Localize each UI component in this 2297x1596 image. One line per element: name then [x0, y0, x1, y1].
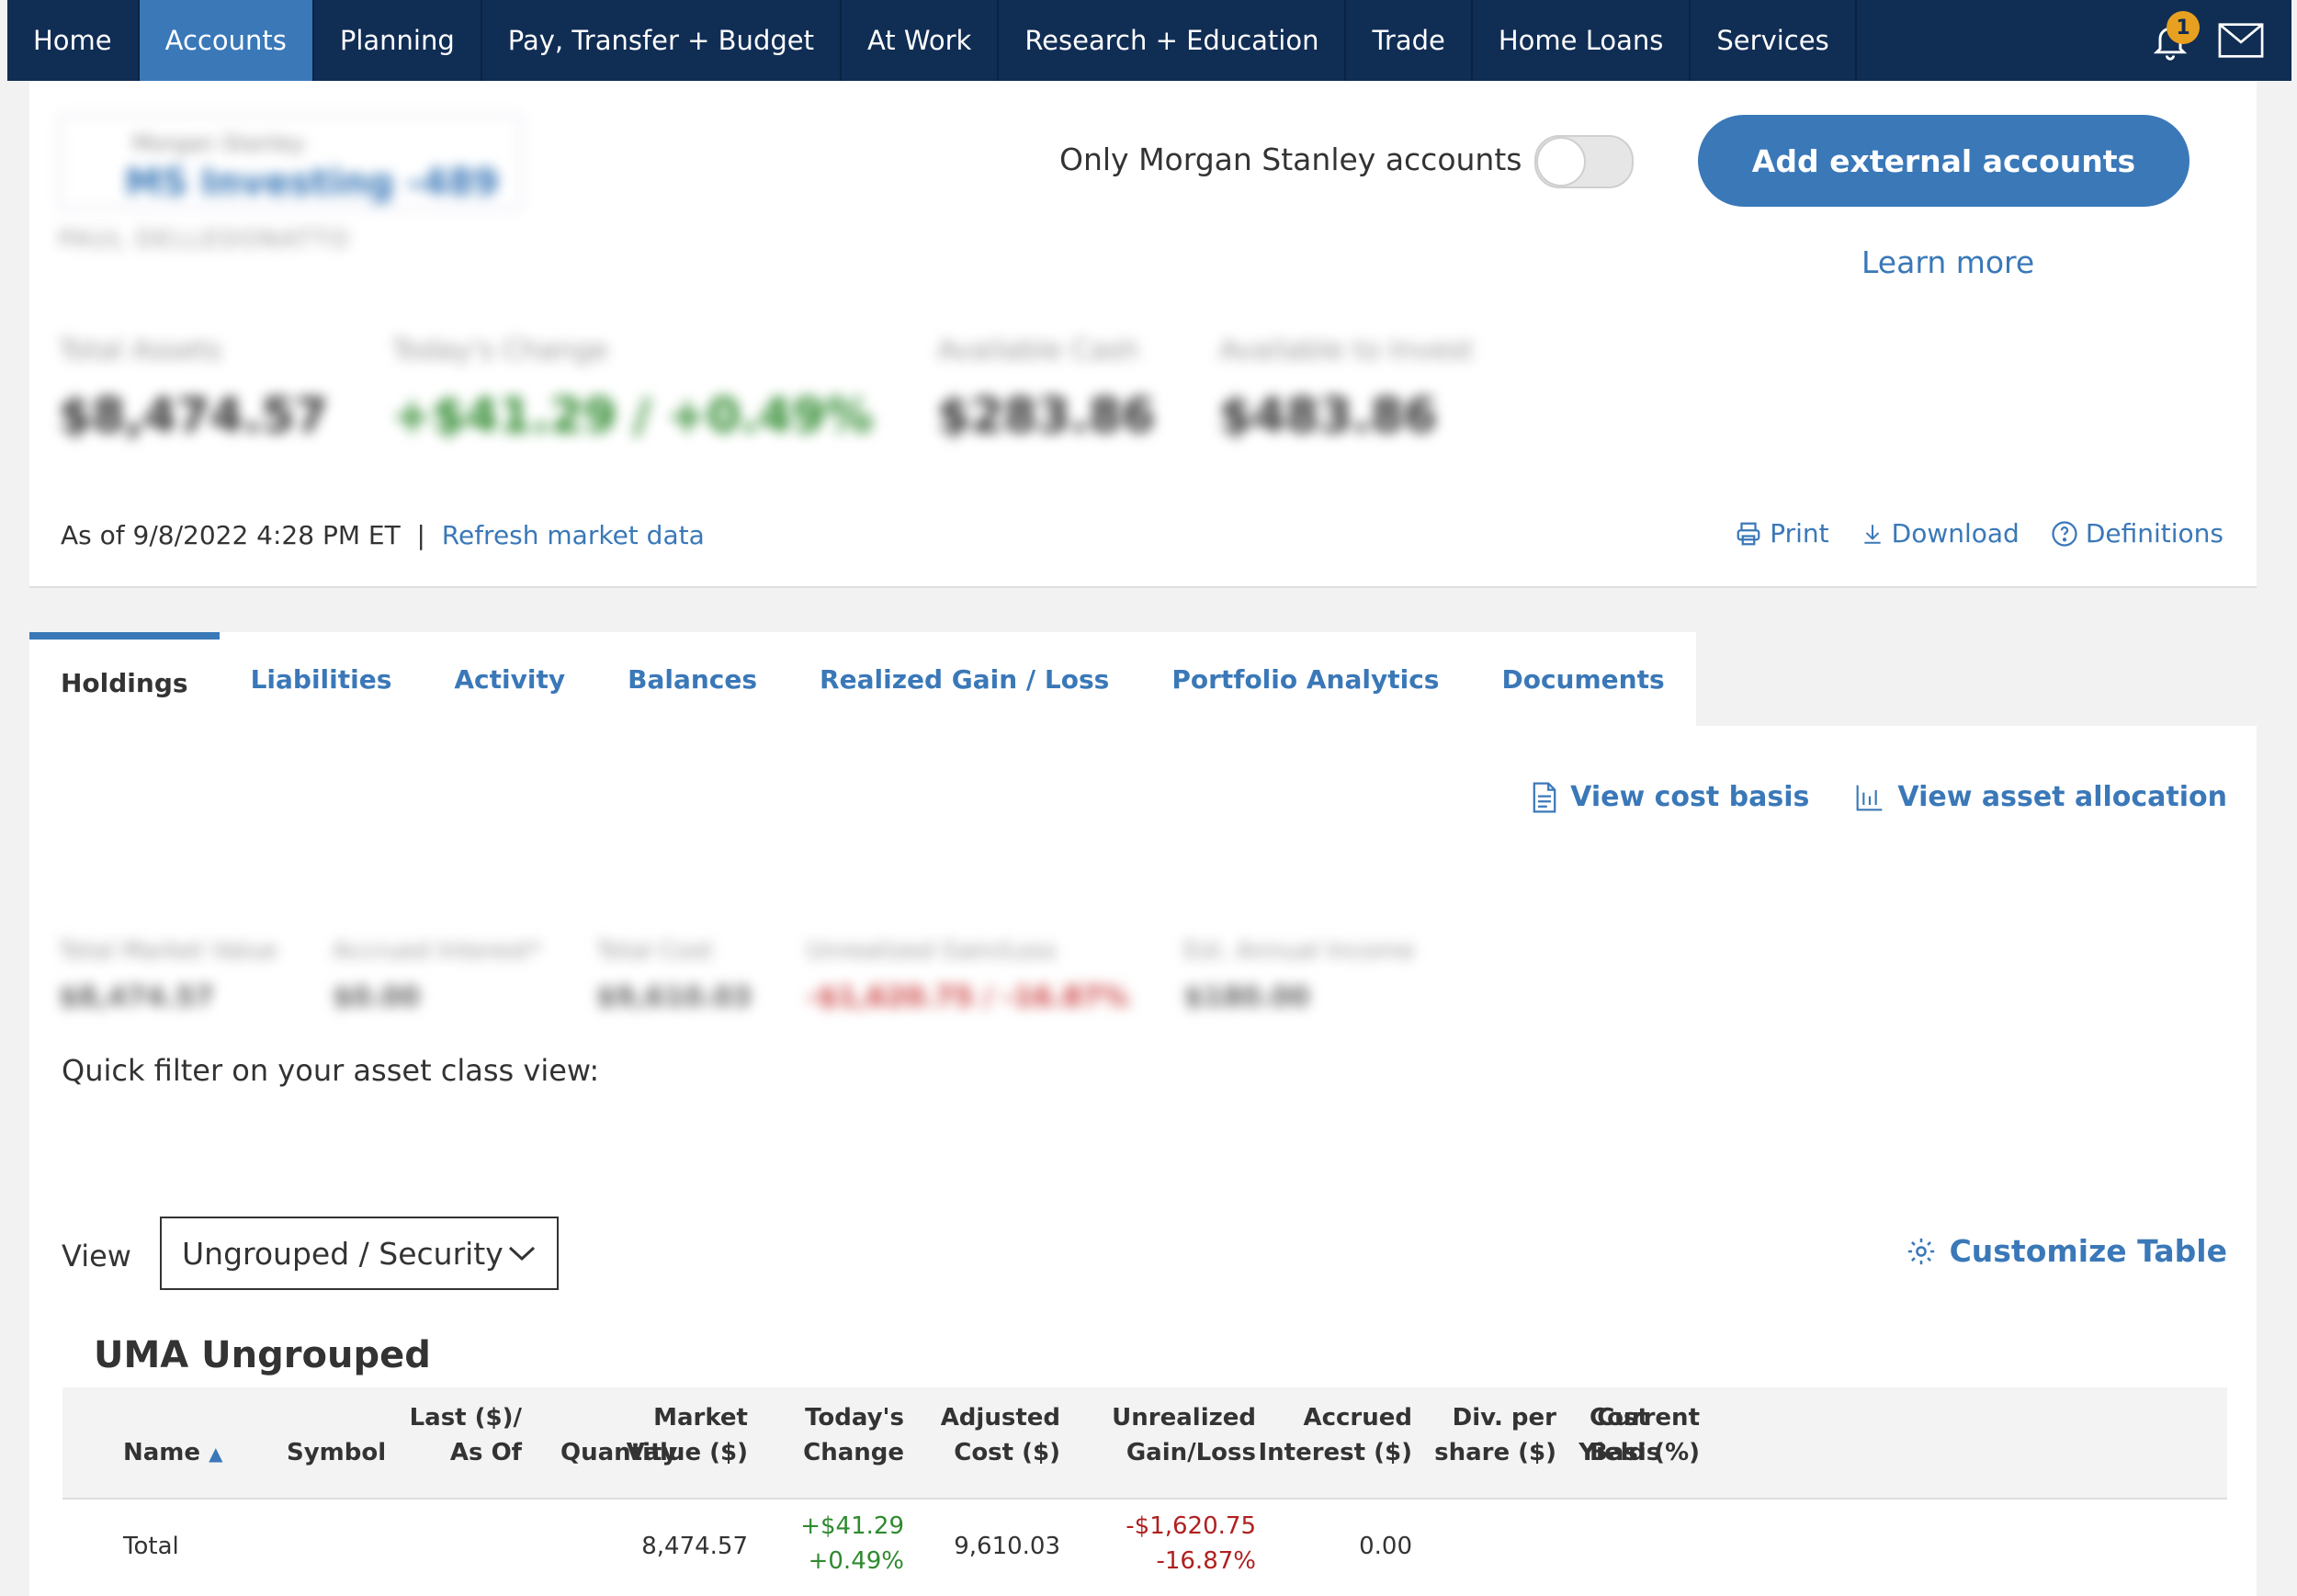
- sort-ascending-icon: ▲: [209, 1443, 223, 1465]
- print-button[interactable]: Print: [1735, 518, 1829, 549]
- definitions-button[interactable]: Definitions: [2051, 518, 2223, 549]
- printer-icon: [1737, 522, 1760, 545]
- gear-icon: [1907, 1238, 1934, 1264]
- page-tools: Print Download Definitions: [1735, 518, 2223, 549]
- col-adjusted-cost[interactable]: Adjusted Cost ($): [940, 1404, 1060, 1466]
- total-cost: Total Cost $9,610.03: [596, 937, 752, 1013]
- col-symbol[interactable]: Symbol: [287, 1439, 387, 1466]
- account-tabs: Holdings Liabilities Activity Balances R…: [29, 632, 1696, 726]
- total-label: Total: [123, 1533, 179, 1560]
- download-icon: [1863, 524, 1881, 544]
- account-owner: PAUL DELLEDONATTO: [59, 226, 350, 254]
- view-cost-basis-link[interactable]: View cost basis: [1532, 781, 1809, 813]
- total-gain-loss-cell: -$1,620.75 -16.87%: [1126, 1512, 1256, 1575]
- available-to-invest: Available to Invest $483.86: [1219, 334, 1474, 444]
- col-unrealized-gain-loss[interactable]: Unrealized Gain/Loss: [1112, 1404, 1256, 1466]
- col-div-per-share[interactable]: Div. per share ($): [1434, 1404, 1556, 1466]
- holdings-links: View cost basis View asset allocation: [1532, 781, 2227, 813]
- todays-change: Today's Change +$41.29 / +0.49%: [391, 334, 874, 444]
- learn-more-link[interactable]: Learn more: [1861, 244, 2035, 280]
- chevron-down-icon: [508, 1246, 536, 1262]
- notifications-button[interactable]: 1: [2150, 11, 2200, 61]
- help-circle-icon: [2052, 520, 2077, 547]
- col-accrued-interest[interactable]: Accrued Interest ($): [1258, 1404, 1412, 1466]
- nav-pay-transfer-budget[interactable]: Pay, Transfer + Budget: [482, 0, 842, 81]
- nav-research-education[interactable]: Research + Education: [999, 0, 1347, 81]
- account-firm: Morgan Stanley: [132, 130, 305, 156]
- holdings-metrics: Total Market Value $8,474.57 Accrued Inte…: [59, 937, 1415, 1013]
- nav-trade[interactable]: Trade: [1346, 0, 1473, 81]
- available-cash: Available Cash $283.86: [937, 334, 1156, 444]
- col-quantity[interactable]: Quantity: [560, 1439, 678, 1466]
- download-button[interactable]: Download: [1861, 518, 2020, 549]
- account-name: MS Investing -489: [125, 162, 499, 204]
- total-adjusted-cost-cell: 9,610.03: [954, 1533, 1060, 1560]
- top-nav: Home Accounts Planning Pay, Transfer + B…: [7, 0, 2291, 81]
- notification-badge: 1: [2167, 11, 2200, 44]
- tab-realized-gain-loss[interactable]: Realized Gain / Loss: [820, 663, 1110, 695]
- nav-at-work[interactable]: At Work: [842, 0, 1000, 81]
- customize-table-button[interactable]: Customize Table: [1906, 1233, 2227, 1269]
- holdings-panel: View cost basis View asset allocation To…: [29, 726, 2257, 1596]
- tab-liabilities[interactable]: Liabilities: [250, 663, 392, 695]
- nav-utilities: 1: [2150, 0, 2291, 81]
- view-asset-allocation-link[interactable]: View asset allocation: [1855, 781, 2227, 813]
- tab-holdings[interactable]: Holdings: [29, 632, 220, 726]
- total-todays-change-cell: +$41.29 +0.49%: [800, 1512, 904, 1575]
- col-name[interactable]: Name ▲: [123, 1439, 223, 1466]
- table-title: UMA Ungrouped: [94, 1334, 431, 1376]
- col-current-yield[interactable]: Current Yield (%): [1578, 1404, 1700, 1466]
- total-accrued-interest-cell: 0.00: [1359, 1533, 1412, 1560]
- as-of-timestamp: As of 9/8/2022 4:28 PM ET: [61, 520, 401, 550]
- refresh-market-data-link[interactable]: Refresh market data: [441, 520, 705, 550]
- toggle-knob: [1536, 137, 1586, 187]
- nav-accounts[interactable]: Accounts: [139, 0, 314, 81]
- tab-balances[interactable]: Balances: [628, 663, 758, 695]
- toggle-label: Only Morgan Stanley accounts: [1059, 141, 1522, 177]
- nav-home-loans[interactable]: Home Loans: [1473, 0, 1692, 81]
- account-selector[interactable]: Morgan Stanley MS Investing -489: [59, 114, 522, 209]
- col-todays-change[interactable]: Today's Change: [803, 1404, 904, 1466]
- est-annual-income: Est. Annual Income $180.00: [1183, 937, 1415, 1013]
- bar-chart-icon: [1856, 785, 1883, 810]
- tab-activity[interactable]: Activity: [454, 663, 566, 695]
- total-market-value-cell: 8,474.57: [641, 1533, 748, 1560]
- nav-home[interactable]: Home: [7, 0, 140, 81]
- unrealized-gain-loss: Unrealized Gain/Loss -$1,620.75 / -16.87%: [807, 937, 1129, 1013]
- total-market-value: Total Market Value $8,474.57: [59, 937, 278, 1013]
- view-label: View: [62, 1239, 131, 1273]
- tab-documents[interactable]: Documents: [1501, 663, 1665, 695]
- quick-filter-label: Quick filter on your asset class view:: [62, 1053, 600, 1088]
- table-header: Name ▲ Symbol Last ($)/As Of Quantity Ma…: [62, 1387, 2227, 1500]
- as-of-line: As of 9/8/2022 4:28 PM ET | Refresh mark…: [61, 520, 705, 550]
- nav-services[interactable]: Services: [1691, 0, 1857, 81]
- document-icon: [1533, 781, 1556, 813]
- accrued-interest: Accrued Interest* $0.00: [333, 937, 542, 1013]
- col-market-value[interactable]: Market Value ($): [626, 1404, 748, 1466]
- view-select[interactable]: Ungrouped / Security: [160, 1217, 559, 1290]
- table-row-total: Total 8,474.57 +$41.29 +0.49% 9,610.03 -$…: [62, 1501, 2227, 1596]
- mail-icon[interactable]: [2218, 22, 2264, 59]
- total-assets: Total Assets $8,474.57: [59, 334, 328, 444]
- tab-portfolio-analytics[interactable]: Portfolio Analytics: [1171, 663, 1440, 695]
- separator: |: [416, 520, 425, 550]
- account-summary-card: Morgan Stanley MS Investing -489 PAUL DE…: [29, 81, 2257, 588]
- add-external-accounts-button[interactable]: Add external accounts: [1698, 115, 2190, 207]
- only-ms-accounts-toggle[interactable]: [1534, 135, 1634, 188]
- nav-planning[interactable]: Planning: [314, 0, 482, 81]
- view-select-value: Ungrouped / Security: [182, 1235, 504, 1272]
- col-cost-basis[interactable]: Cost Basis: [1590, 1404, 1661, 1466]
- balance-summary: Total Assets $8,474.57 Today's Change +$41…: [59, 334, 1473, 444]
- col-last[interactable]: Last ($)/As Of: [409, 1404, 522, 1466]
